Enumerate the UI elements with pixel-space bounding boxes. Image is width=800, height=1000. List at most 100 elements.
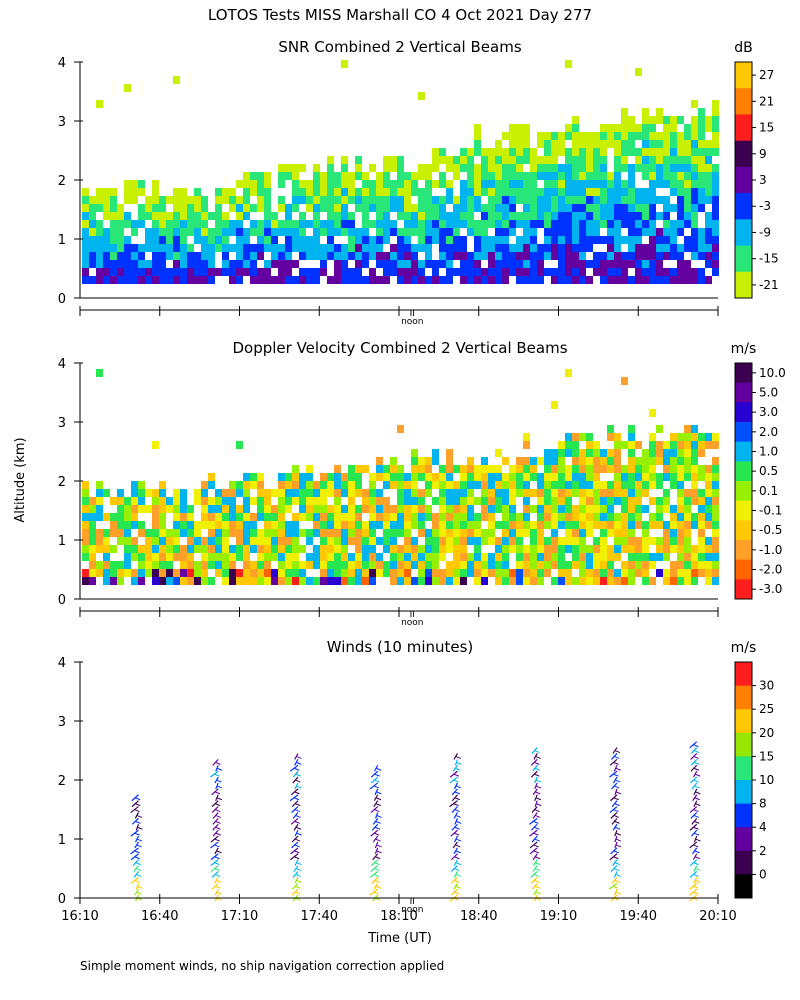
data-cell [369,164,376,172]
data-cell [425,276,432,284]
data-cell [663,196,670,204]
data-cell [621,236,628,244]
data-cell [418,172,425,180]
data-cell [649,116,656,124]
data-cell [691,465,698,473]
data-cell [306,505,313,513]
data-cell [467,497,474,505]
data-cell [670,252,677,260]
data-cell [607,577,614,585]
data-cell [348,577,355,585]
colorbar-label: -2.0 [759,563,782,577]
data-cell [369,521,376,529]
data-cell [376,505,383,513]
data-cell [138,481,145,489]
data-cell [383,156,390,164]
data-cell [642,140,649,148]
data-cell [138,545,145,553]
colorbar-label: -0.5 [759,523,782,537]
x-tick-label: 18:10 [380,909,417,924]
data-cell [124,244,131,252]
data-cell [509,204,516,212]
colorbar-segment [735,219,752,247]
data-cell [404,497,411,505]
data-cell [460,196,467,204]
data-cell [208,529,215,537]
data-cell [586,172,593,180]
data-cell [516,529,523,537]
data-cell [355,569,362,577]
data-cell [383,465,390,473]
data-cell [663,553,670,561]
data-cell [425,529,432,537]
data-cell [250,577,257,585]
data-cell [453,489,460,497]
data-cell [600,561,607,569]
data-cell [355,561,362,569]
y-tick-label: 3 [58,115,66,130]
data-cell [474,204,481,212]
data-cell [334,220,341,228]
data-cell [376,228,383,236]
data-cell [110,252,117,260]
data-cell [152,529,159,537]
data-cell [236,513,243,521]
data-cell [432,204,439,212]
data-cell [89,537,96,545]
data-cell [530,537,537,545]
data-cell [341,228,348,236]
data-cell [698,188,705,196]
data-cell [236,268,243,276]
data-cell [383,569,390,577]
data-cell [327,188,334,196]
data-cell [586,473,593,481]
data-cell [425,196,432,204]
data-cell [446,529,453,537]
data-cell [579,252,586,260]
data-cell [635,244,642,252]
data-cell [432,457,439,465]
data-cell [173,489,180,497]
data-cell [649,433,656,441]
data-cell [453,505,460,513]
data-cell [418,204,425,212]
data-cell [502,180,509,188]
data-cell [572,449,579,457]
data-cell [677,465,684,473]
data-cell [677,505,684,513]
data-cell [243,236,250,244]
data-cell [334,188,341,196]
data-cell [663,529,670,537]
data-cell [285,569,292,577]
data-cell [516,561,523,569]
data-cell [299,545,306,553]
data-cell [488,489,495,497]
data-cell [712,457,719,465]
data-cell [222,260,229,268]
data-cell [579,228,586,236]
data-cell [656,196,663,204]
data-cell [621,561,628,569]
wind-barb [693,891,699,895]
data-cell [362,569,369,577]
data-cell [530,521,537,529]
wind-barb [613,856,619,860]
data-cell [397,577,404,585]
data-cell [600,204,607,212]
data-cell [635,489,642,497]
data-cell [705,553,712,561]
data-cell [152,276,159,284]
data-cell [355,537,362,545]
data-cell [607,505,614,513]
data-cell [320,204,327,212]
data-cell [691,172,698,180]
data-cell [460,529,467,537]
data-cell [404,220,411,228]
wind-barb [214,885,221,889]
data-cell [691,449,698,457]
data-cell [306,268,313,276]
data-cell [495,449,502,457]
data-cell [579,140,586,148]
data-cell [355,260,362,268]
data-cell [327,489,334,497]
